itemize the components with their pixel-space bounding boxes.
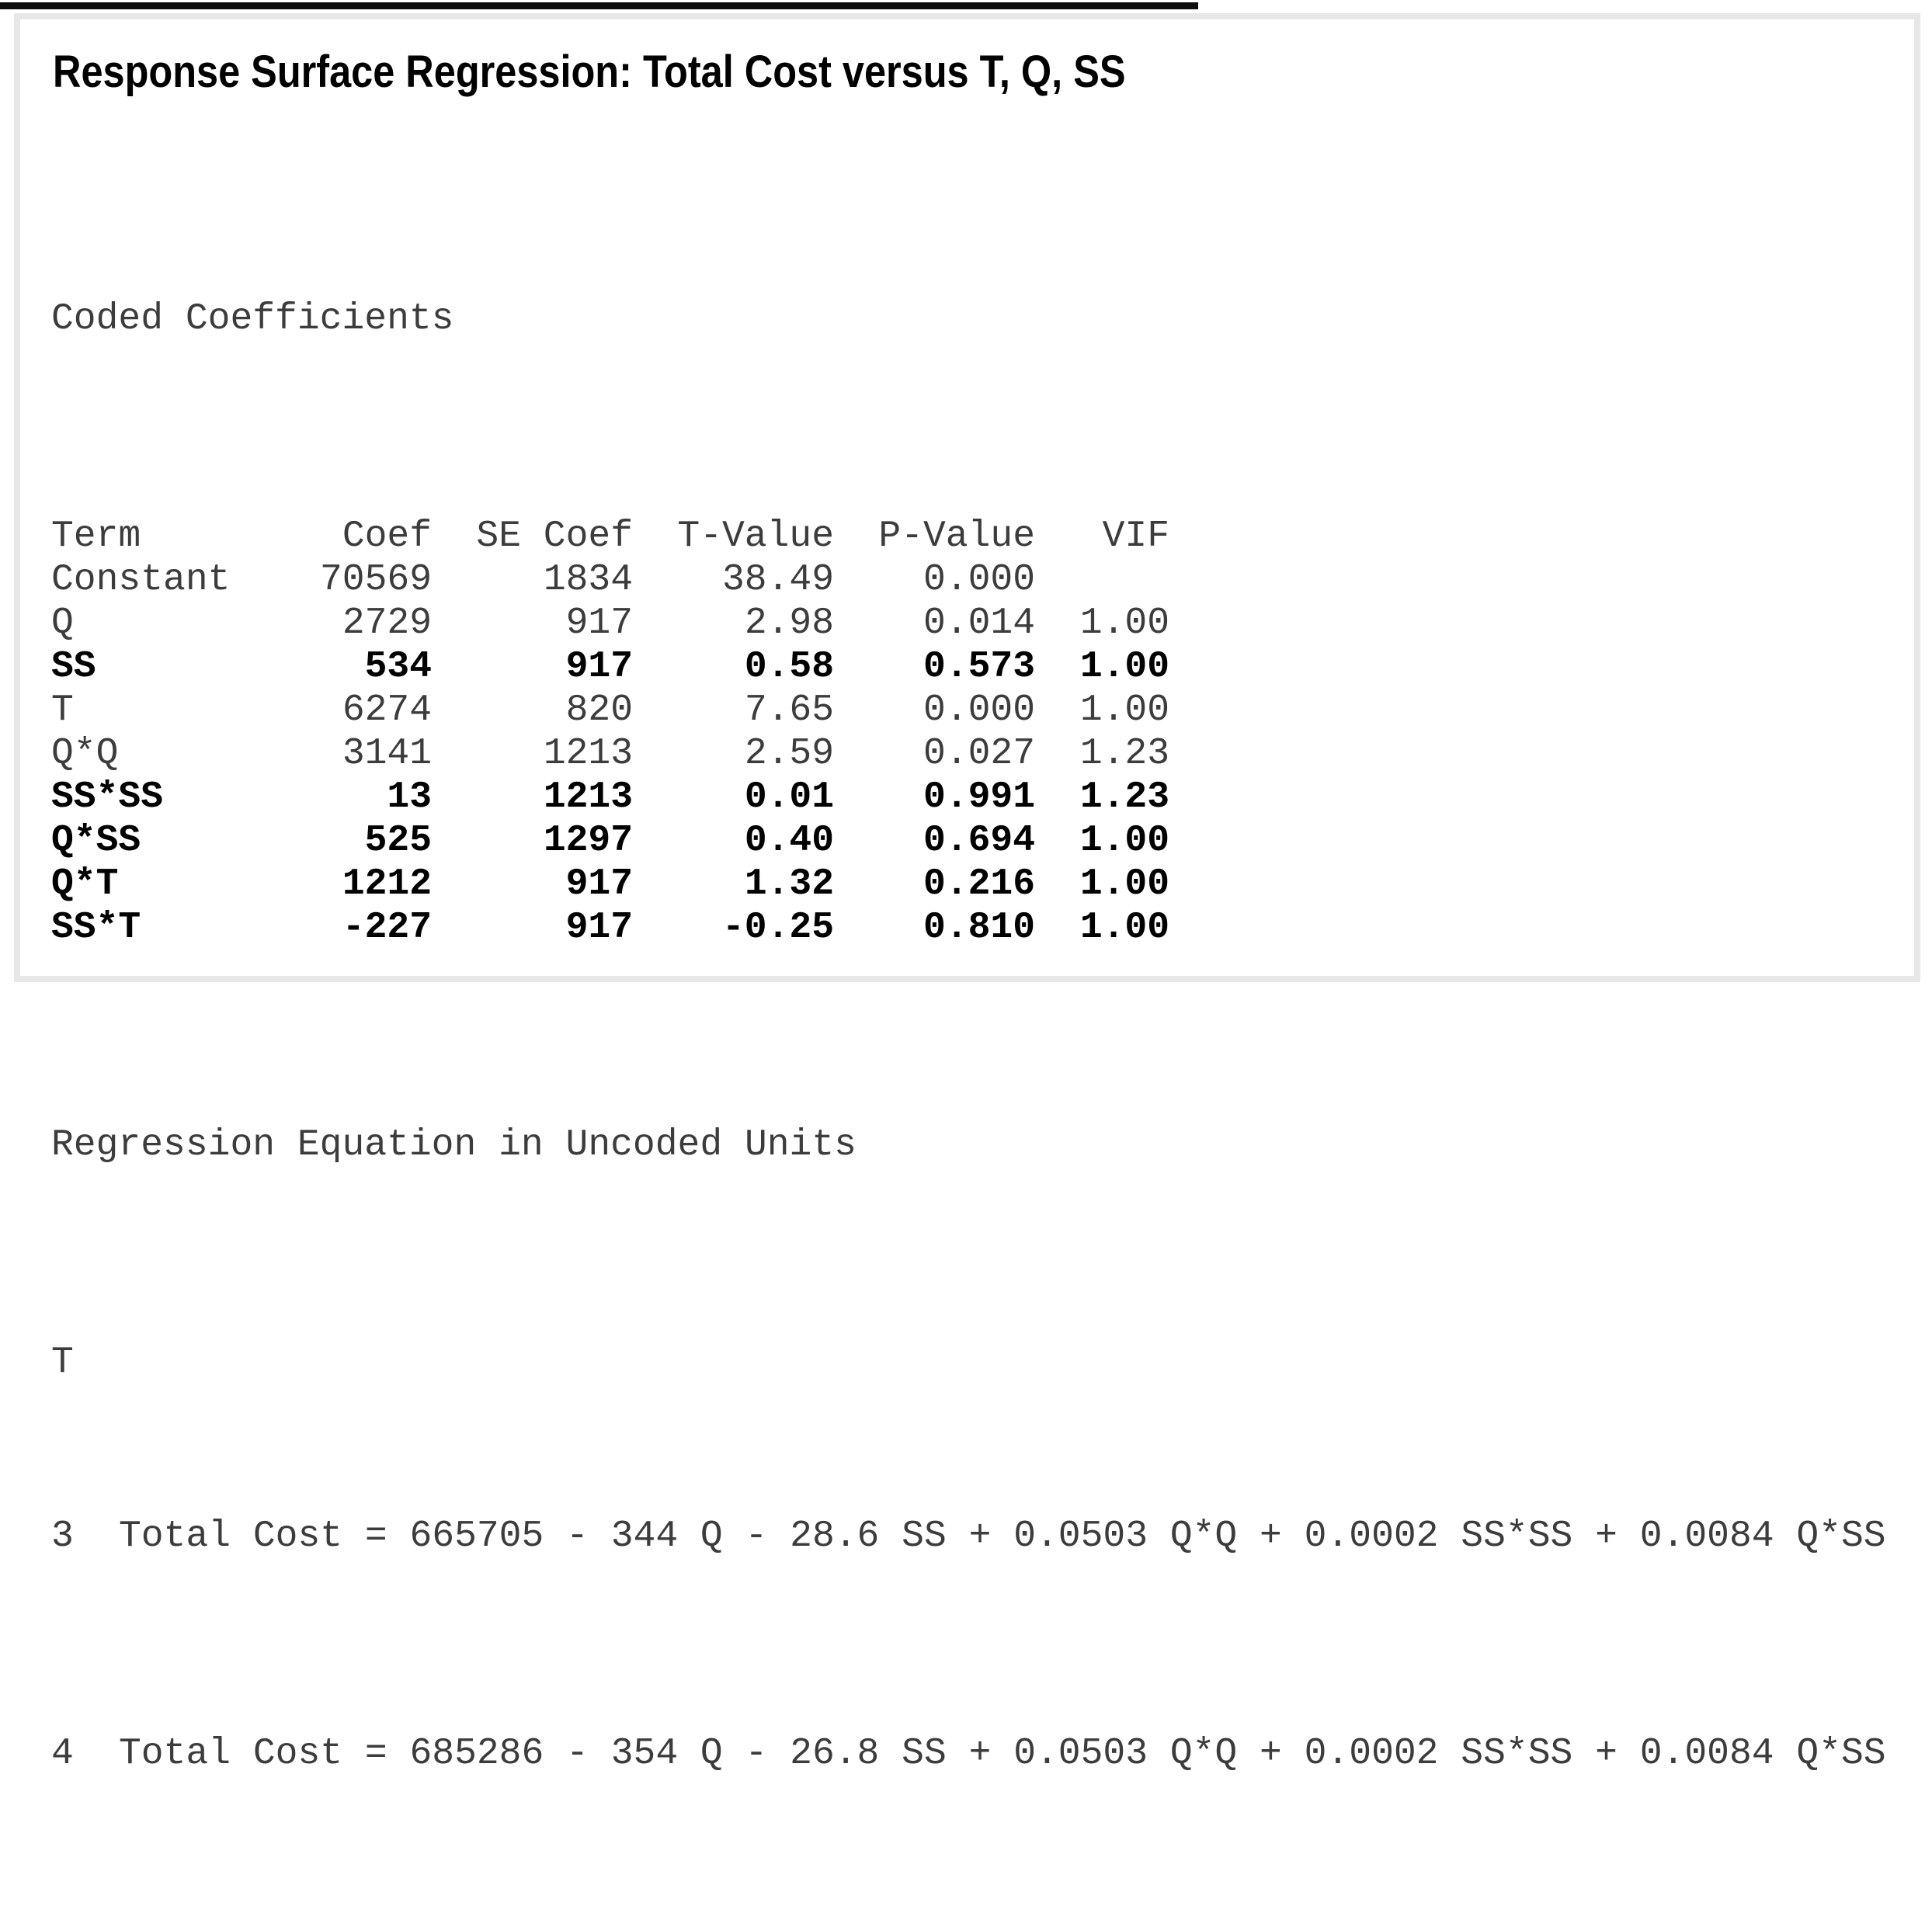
- p-value-cell: 0.014: [923, 602, 1036, 644]
- se-coef-cell: 1834: [543, 559, 634, 601]
- coef-cell: 70569: [320, 559, 433, 601]
- se-coef-cell: 1213: [543, 776, 634, 818]
- coef-cell: 13: [387, 776, 433, 818]
- session-output-panel: Response Surface Regression: Total Cost …: [14, 13, 1920, 1775]
- term-cell: Q*SS: [51, 820, 141, 862]
- col-header-p-value: P-Value: [878, 516, 1036, 557]
- table-header-row: Term Coef SE Coef T-Value P-Value VIF: [51, 515, 1169, 558]
- se-coef-cell: 820: [565, 689, 634, 731]
- vif-cell: 1.00: [1079, 689, 1170, 731]
- table-row-qt: Q*T 1212 917 1.32 0.216 1.00: [51, 863, 1169, 906]
- t-value-cell: 2.98: [744, 602, 835, 644]
- table-row-ss: SS 534 917 0.58 0.573 1.00: [51, 645, 1169, 689]
- term-cell: Constant: [51, 559, 231, 601]
- coef-cell: 2729: [342, 602, 433, 644]
- t-value-cell: -0.25: [722, 907, 835, 949]
- top-edge-line: [0, 2, 1198, 9]
- coded-coefficients-heading: Coded Coefficients: [51, 298, 454, 340]
- p-value-cell: 0.000: [923, 689, 1036, 731]
- term-cell: T: [51, 689, 74, 731]
- coded-coefficients-table: Term Coef SE Coef T-Value P-Value VIF Co…: [51, 515, 1169, 950]
- coef-cell: -227: [342, 907, 433, 949]
- equation-row-level-4: 4 Total Cost = 685286 - 354 Q - 26.8 SS …: [51, 1732, 1886, 1776]
- coef-cell: 1212: [342, 863, 433, 905]
- t-value-cell: 7.65: [744, 689, 835, 731]
- table-row-ssss: SS*SS 13 1213 0.01 0.991 1.23: [51, 776, 1169, 819]
- equation-level: 3: [51, 1515, 74, 1557]
- se-coef-cell: 1297: [543, 820, 634, 862]
- p-value-cell: 0.810: [923, 907, 1036, 949]
- vif-cell: 1.23: [1079, 776, 1170, 818]
- col-header-t-value: T-Value: [677, 516, 835, 557]
- screenshot-root: { "title": "Response Surface Regression:…: [0, 2, 1920, 1775]
- t-value-cell: 1.32: [744, 863, 835, 905]
- col-header-se-coef: SE Coef: [476, 516, 634, 557]
- table-row-t: T 6274 820 7.65 0.000 1.00: [51, 689, 1169, 732]
- equation-text: Total Cost = 685286 - 354 Q - 26.8 SS + …: [119, 1733, 1886, 1775]
- p-value-cell: 0.216: [923, 863, 1036, 905]
- col-header-coef: Coef: [342, 516, 433, 557]
- coef-cell: 534: [364, 646, 433, 688]
- table-row-sst: SS*T -227 917 -0.25 0.810 1.00: [51, 906, 1169, 950]
- se-coef-cell: 917: [565, 907, 634, 949]
- t-value-cell: 0.01: [744, 776, 835, 818]
- vif-cell: 1.00: [1079, 863, 1170, 905]
- table-row-qss: Q*SS 525 1297 0.40 0.694 1.00: [51, 819, 1169, 863]
- session-output-text: Coded Coefficients Term Coef SE Coef T-V…: [51, 167, 1886, 1906]
- vif-cell: 1.00: [1079, 646, 1170, 688]
- table-row-qq: Q*Q 3141 1213 2.59 0.027 1.23: [51, 732, 1169, 776]
- term-cell: Q*Q: [51, 733, 119, 775]
- vif-cell: 1.00: [1079, 820, 1170, 862]
- vif-cell: 1.23: [1079, 733, 1170, 775]
- equation-variable-label: T: [51, 1342, 74, 1383]
- regression-equation-heading: Regression Equation in Uncoded Units: [51, 1124, 857, 1166]
- coef-cell: 525: [364, 820, 433, 862]
- equation-text: Total Cost = 665705 - 344 Q - 28.6 SS + …: [119, 1515, 1886, 1557]
- col-header-term: Term: [51, 516, 141, 557]
- term-cell: Q*T: [51, 863, 119, 905]
- equation-level: 4: [51, 1733, 74, 1775]
- t-value-cell: 2.59: [744, 733, 835, 775]
- se-coef-cell: 917: [565, 602, 634, 644]
- t-value-cell: 0.58: [744, 646, 835, 688]
- vif-cell: 1.00: [1079, 602, 1170, 644]
- p-value-cell: 0.000: [923, 559, 1036, 601]
- t-value-cell: 0.40: [744, 820, 835, 862]
- table-row-constant: Constant 70569 1834 38.49 0.000: [51, 558, 1169, 602]
- se-coef-cell: 1213: [543, 733, 634, 775]
- col-header-vif: VIF: [1102, 516, 1170, 557]
- term-cell: SS*T: [51, 907, 141, 949]
- term-cell: Q: [51, 602, 74, 644]
- vif-cell: [1035, 558, 1169, 602]
- term-cell: SS: [51, 646, 96, 688]
- p-value-cell: 0.991: [923, 776, 1036, 818]
- coef-cell: 3141: [342, 733, 433, 775]
- p-value-cell: 0.694: [923, 820, 1036, 862]
- t-value-cell: 38.49: [722, 559, 835, 601]
- p-value-cell: 0.573: [923, 646, 1036, 688]
- se-coef-cell: 917: [565, 646, 634, 688]
- se-coef-cell: 917: [565, 863, 634, 905]
- equation-row-level-3: 3 Total Cost = 665705 - 344 Q - 28.6 SS …: [51, 1515, 1886, 1558]
- term-cell: SS*SS: [51, 776, 164, 818]
- coef-cell: 6274: [342, 689, 433, 731]
- page-title: Response Surface Regression: Total Cost …: [53, 47, 1126, 97]
- table-row-q: Q 2729 917 2.98 0.014 1.00: [51, 602, 1169, 645]
- p-value-cell: 0.027: [923, 733, 1036, 775]
- vif-cell: 1.00: [1079, 907, 1170, 949]
